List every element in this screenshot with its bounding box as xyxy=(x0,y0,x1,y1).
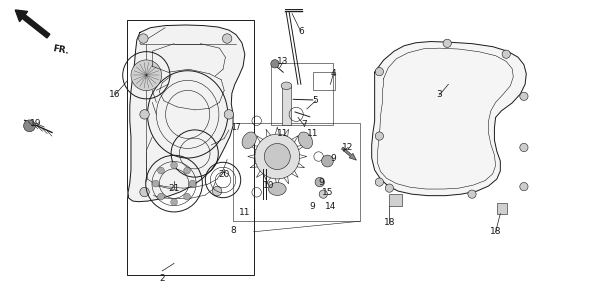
Bar xyxy=(313,72,335,90)
Circle shape xyxy=(140,187,149,197)
Circle shape xyxy=(375,67,384,76)
Circle shape xyxy=(139,34,148,43)
Circle shape xyxy=(255,134,300,179)
Circle shape xyxy=(322,155,333,167)
Text: 7: 7 xyxy=(301,120,307,129)
FancyArrow shape xyxy=(15,10,50,38)
Circle shape xyxy=(520,182,528,191)
Circle shape xyxy=(319,190,327,198)
Bar xyxy=(271,63,333,125)
Circle shape xyxy=(264,144,290,169)
Bar xyxy=(127,20,254,275)
Text: 18: 18 xyxy=(490,227,502,236)
Text: 21: 21 xyxy=(168,184,180,193)
Bar xyxy=(389,194,402,206)
Circle shape xyxy=(468,190,476,198)
Bar xyxy=(233,123,360,221)
Circle shape xyxy=(520,143,528,152)
Text: 5: 5 xyxy=(313,96,319,105)
Circle shape xyxy=(385,184,394,192)
Bar xyxy=(497,203,507,214)
Text: 11: 11 xyxy=(307,129,319,138)
Circle shape xyxy=(443,39,451,48)
Circle shape xyxy=(140,110,149,119)
Text: 9: 9 xyxy=(330,154,336,163)
Circle shape xyxy=(152,180,159,187)
Circle shape xyxy=(171,199,178,205)
Text: 2: 2 xyxy=(159,274,165,283)
Text: 18: 18 xyxy=(384,218,395,227)
Circle shape xyxy=(171,162,178,169)
Circle shape xyxy=(189,180,196,187)
Circle shape xyxy=(315,177,324,187)
Text: 16: 16 xyxy=(109,90,121,99)
Circle shape xyxy=(158,193,165,200)
Circle shape xyxy=(183,167,191,174)
Text: 12: 12 xyxy=(342,143,354,152)
Circle shape xyxy=(212,186,222,196)
Circle shape xyxy=(158,167,165,174)
Text: 10: 10 xyxy=(263,181,274,190)
Text: 13: 13 xyxy=(277,57,289,66)
Circle shape xyxy=(271,60,279,68)
Text: 19: 19 xyxy=(30,119,41,128)
Text: 4: 4 xyxy=(330,69,336,78)
Bar xyxy=(282,86,291,125)
Circle shape xyxy=(183,193,191,200)
Circle shape xyxy=(224,110,234,119)
Text: 9: 9 xyxy=(310,202,316,211)
Text: 11: 11 xyxy=(277,129,289,138)
Text: 8: 8 xyxy=(230,226,236,235)
Text: 17: 17 xyxy=(231,123,241,132)
Text: 15: 15 xyxy=(322,188,333,197)
Ellipse shape xyxy=(242,132,256,149)
Circle shape xyxy=(502,50,510,58)
Circle shape xyxy=(520,92,528,101)
Text: 20: 20 xyxy=(218,170,230,179)
Circle shape xyxy=(375,132,384,140)
Circle shape xyxy=(375,178,384,186)
Polygon shape xyxy=(372,42,526,196)
Ellipse shape xyxy=(299,132,313,149)
FancyArrow shape xyxy=(342,147,356,160)
Polygon shape xyxy=(128,25,245,202)
Text: 14: 14 xyxy=(324,202,336,211)
Circle shape xyxy=(24,120,35,132)
Text: 3: 3 xyxy=(437,90,442,99)
Text: FR.: FR. xyxy=(51,44,69,55)
Ellipse shape xyxy=(281,82,291,90)
Text: 6: 6 xyxy=(298,27,304,36)
Text: 11: 11 xyxy=(239,208,251,217)
Ellipse shape xyxy=(268,182,286,195)
Circle shape xyxy=(222,34,232,43)
Circle shape xyxy=(131,60,162,91)
Text: 9: 9 xyxy=(319,178,324,187)
